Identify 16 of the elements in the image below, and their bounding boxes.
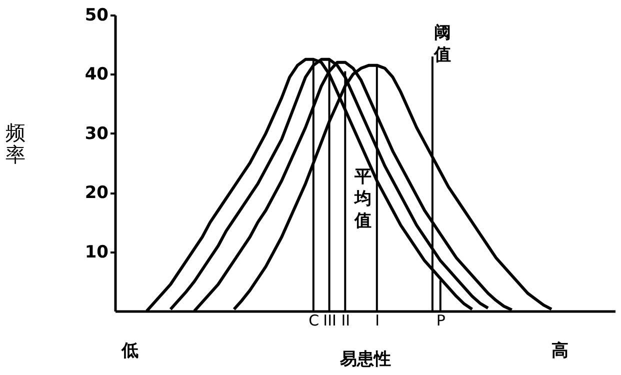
annotation: 阈值 [433,23,451,65]
annotation: 平均值 [354,167,372,231]
x-tick-label: I [375,312,380,330]
x-axis-title: 易患性 [339,350,391,370]
x-tick-label: P [436,312,446,330]
y-tick-label: 20 [84,183,109,204]
y-axis-title: 频率 [6,120,26,166]
y-tick-label: 40 [84,64,109,85]
text: 低 [120,341,138,361]
x-tick-label: II [341,312,350,330]
y-tick-label: 50 [84,6,109,26]
y-tick-label: 30 [84,124,109,144]
x-tick-label: C [308,312,320,330]
text: 高 [552,341,568,361]
y-tick-label: 10 [84,242,109,262]
x-tick-label: III [323,312,336,330]
